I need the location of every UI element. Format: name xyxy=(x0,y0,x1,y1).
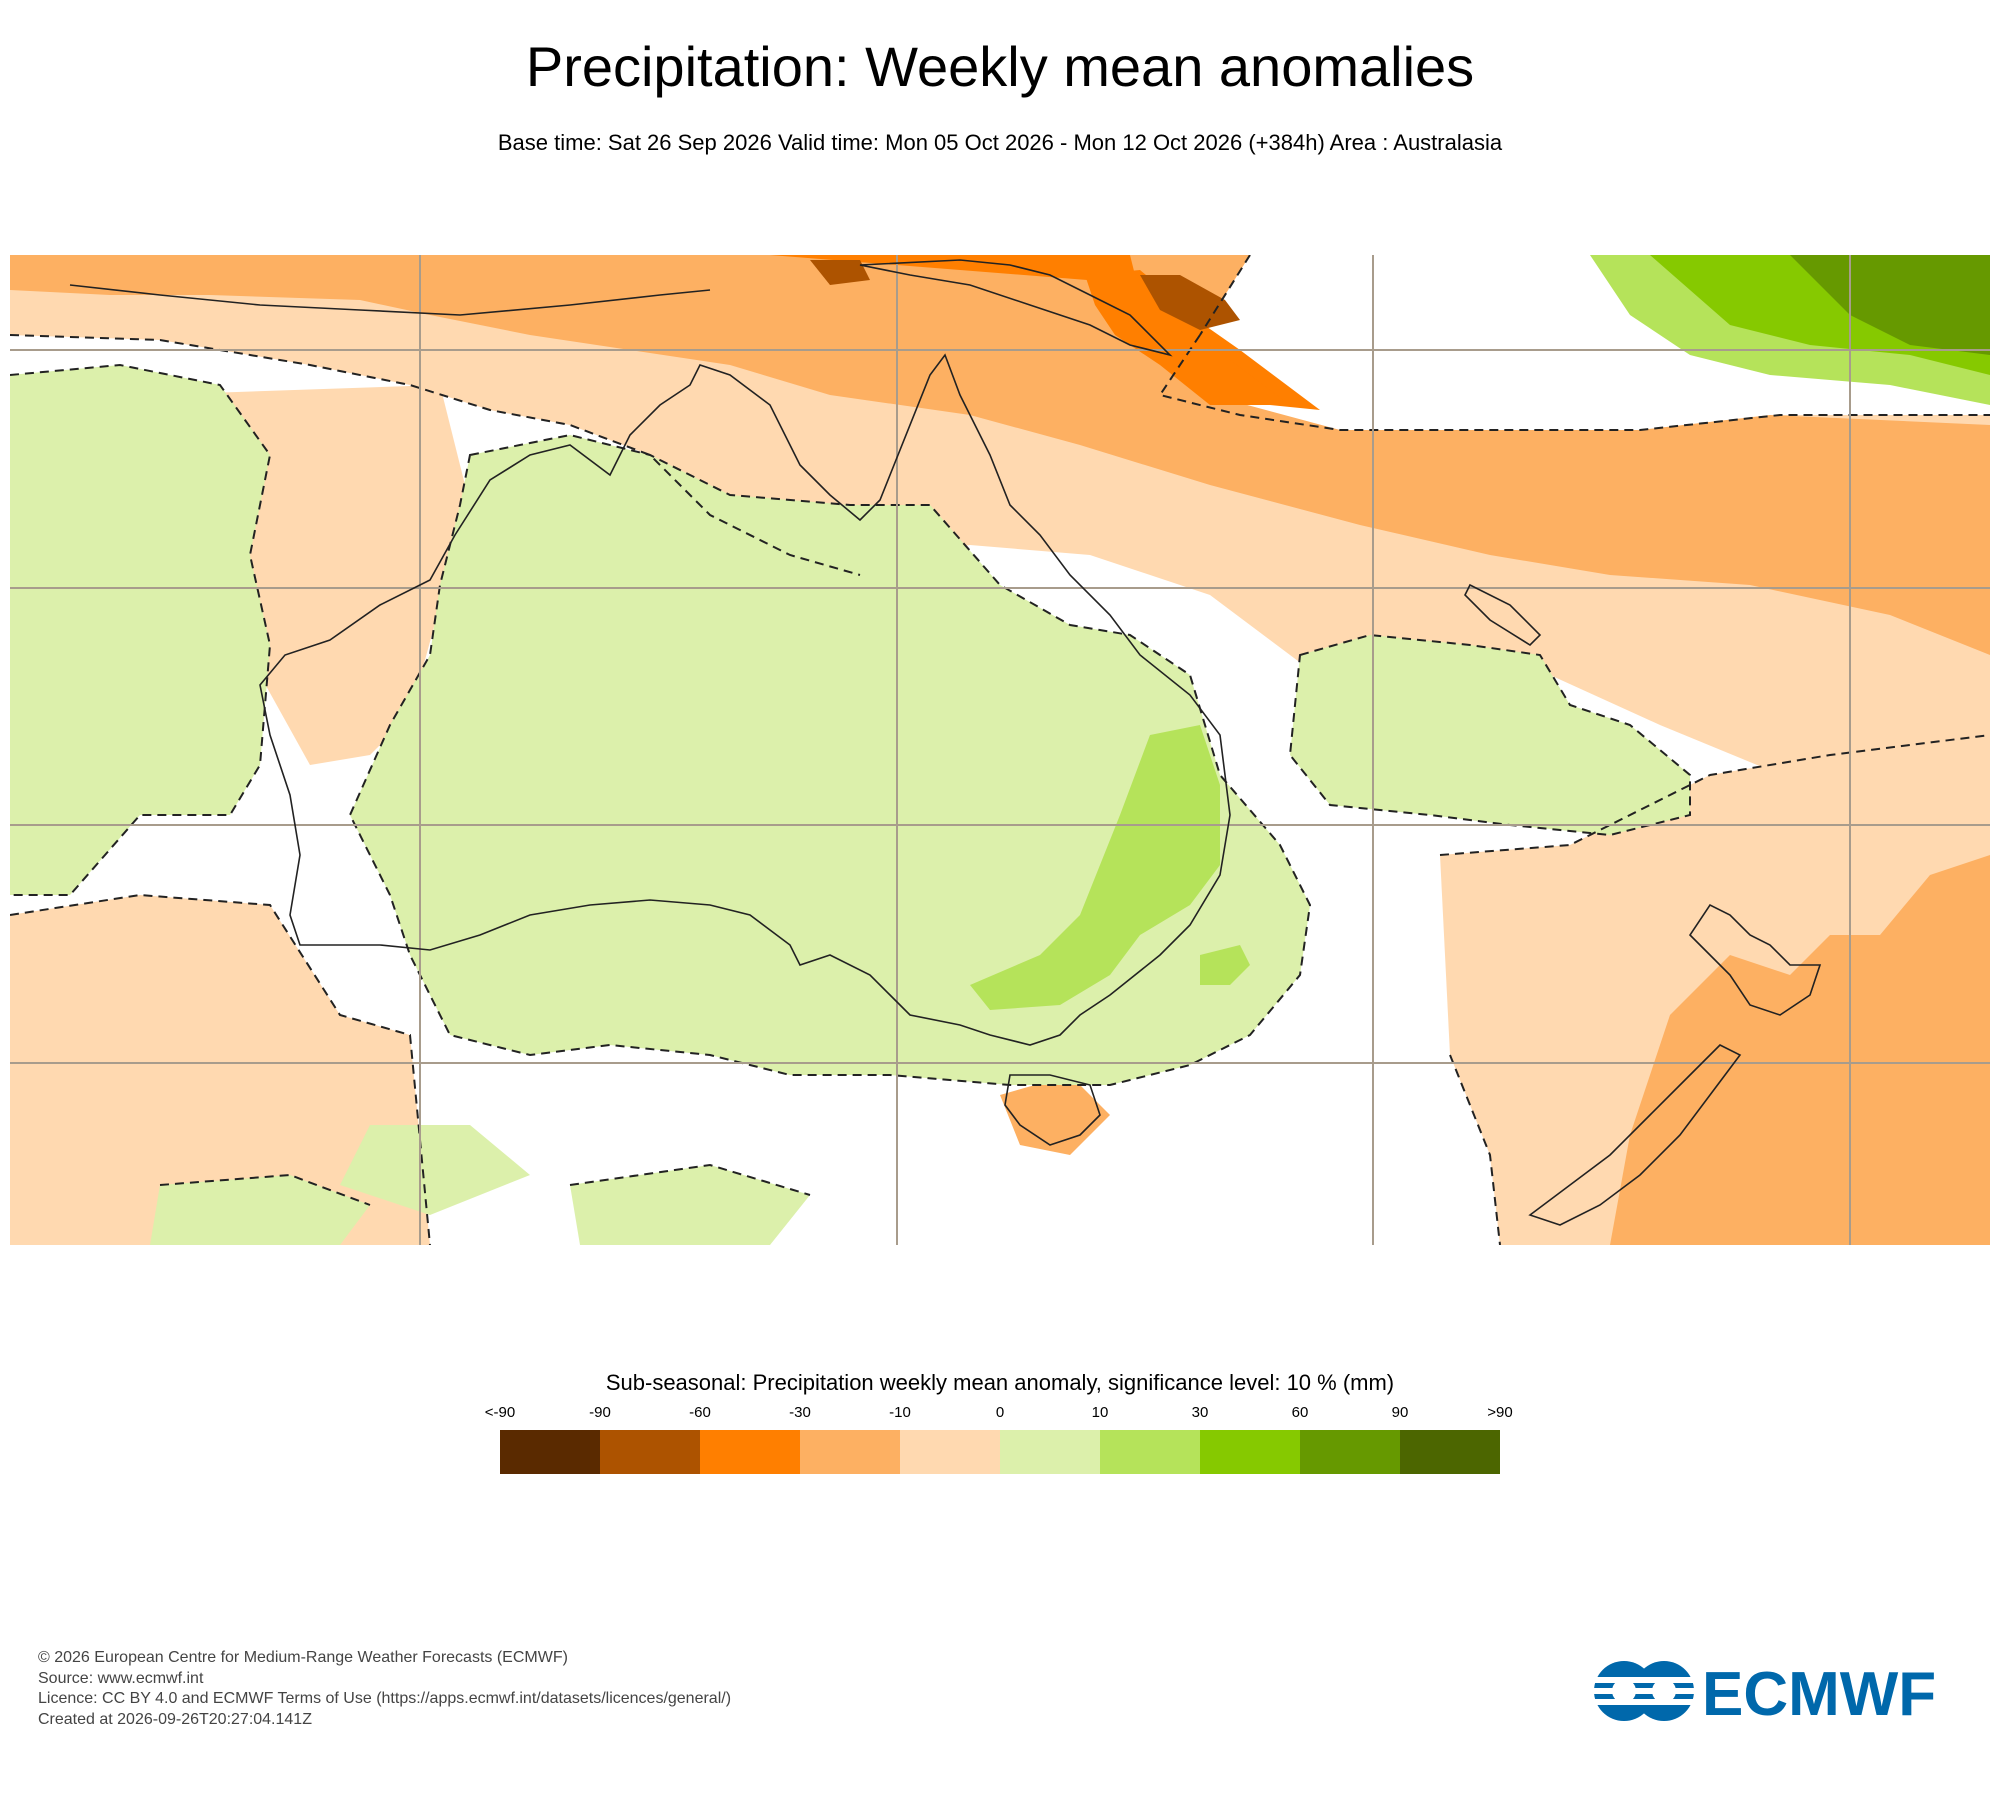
new-zealand-north-island xyxy=(1688,903,1822,1016)
ecmwf-logo-text: ECMWF xyxy=(1702,1660,1936,1727)
legend-swatch xyxy=(900,1430,1000,1474)
graticule xyxy=(10,255,1990,1245)
ecmwf-logo-icon xyxy=(1590,1661,1700,1721)
legend-label: -30 xyxy=(789,1404,811,1421)
footer-credits: © 2026 European Centre for Medium-Range … xyxy=(38,1648,731,1730)
legend-title: Sub-seasonal: Precipitation weekly mean … xyxy=(605,1370,1395,1395)
negative-anomaly-areas xyxy=(10,255,1990,1245)
legend-label: -90 xyxy=(589,1404,611,1421)
legend-label: -60 xyxy=(689,1404,711,1421)
legend-label: -10 xyxy=(889,1404,911,1421)
australia-coastline xyxy=(259,353,1231,1046)
legend-label: 90 xyxy=(1391,1404,1409,1421)
legend-label: 0 xyxy=(995,1404,1005,1421)
legend-swatch xyxy=(500,1430,600,1474)
legend-swatch xyxy=(1000,1430,1100,1474)
legend-swatch xyxy=(600,1430,700,1474)
map-canvas xyxy=(10,255,1990,1245)
coastlines xyxy=(69,259,1822,1226)
ecmwf-logo-mark: ECMWF xyxy=(1590,1660,1936,1729)
legend-swatch xyxy=(800,1430,900,1474)
legend-label: >90 xyxy=(1487,1404,1513,1421)
legend-swatch xyxy=(1300,1430,1400,1474)
legend-label: 60 xyxy=(1291,1404,1309,1421)
tasmania-coastline xyxy=(1004,1074,1101,1146)
source-link[interactable]: Source: www.ecmwf.int xyxy=(38,1669,204,1687)
legend-swatch xyxy=(700,1430,800,1474)
ecmwf-logo: ECMWF xyxy=(1590,1655,1970,1729)
legend-label: <-90 xyxy=(484,1404,516,1421)
legend-swatch xyxy=(1200,1430,1300,1474)
new-caledonia-coastline xyxy=(1464,583,1542,647)
copyright-text: © 2026 European Centre for Medium-Range … xyxy=(38,1649,568,1666)
new-zealand-south-island xyxy=(1528,1044,1742,1226)
created-timestamp: Created at 2026-09-26T20:27:04.141Z xyxy=(38,1710,312,1728)
legend-swatch xyxy=(1100,1430,1200,1474)
legend-swatches xyxy=(500,1430,1500,1474)
indonesia-coastline xyxy=(69,284,711,316)
legend-label: 30 xyxy=(1191,1404,1209,1421)
legend-swatch xyxy=(1400,1430,1500,1474)
positive-anomaly-areas xyxy=(10,255,1990,1245)
chart-title: Precipitation: Weekly mean anomalies xyxy=(525,35,1475,98)
legend-label: 10 xyxy=(1091,1404,1109,1421)
significance-contours xyxy=(10,255,1990,1245)
anomaly-map xyxy=(10,255,1990,1245)
color-legend: <-90 -90 -60 -30 -10 0 10 30 60 90 >90 xyxy=(485,1404,1513,1474)
new-guinea-coastline xyxy=(859,259,1173,357)
licence-text: Licence: CC BY 4.0 and ECMWF Terms of Us… xyxy=(38,1690,732,1707)
chart-subtitle: Base time: Sat 26 Sep 2026 Valid time: M… xyxy=(497,130,1503,155)
